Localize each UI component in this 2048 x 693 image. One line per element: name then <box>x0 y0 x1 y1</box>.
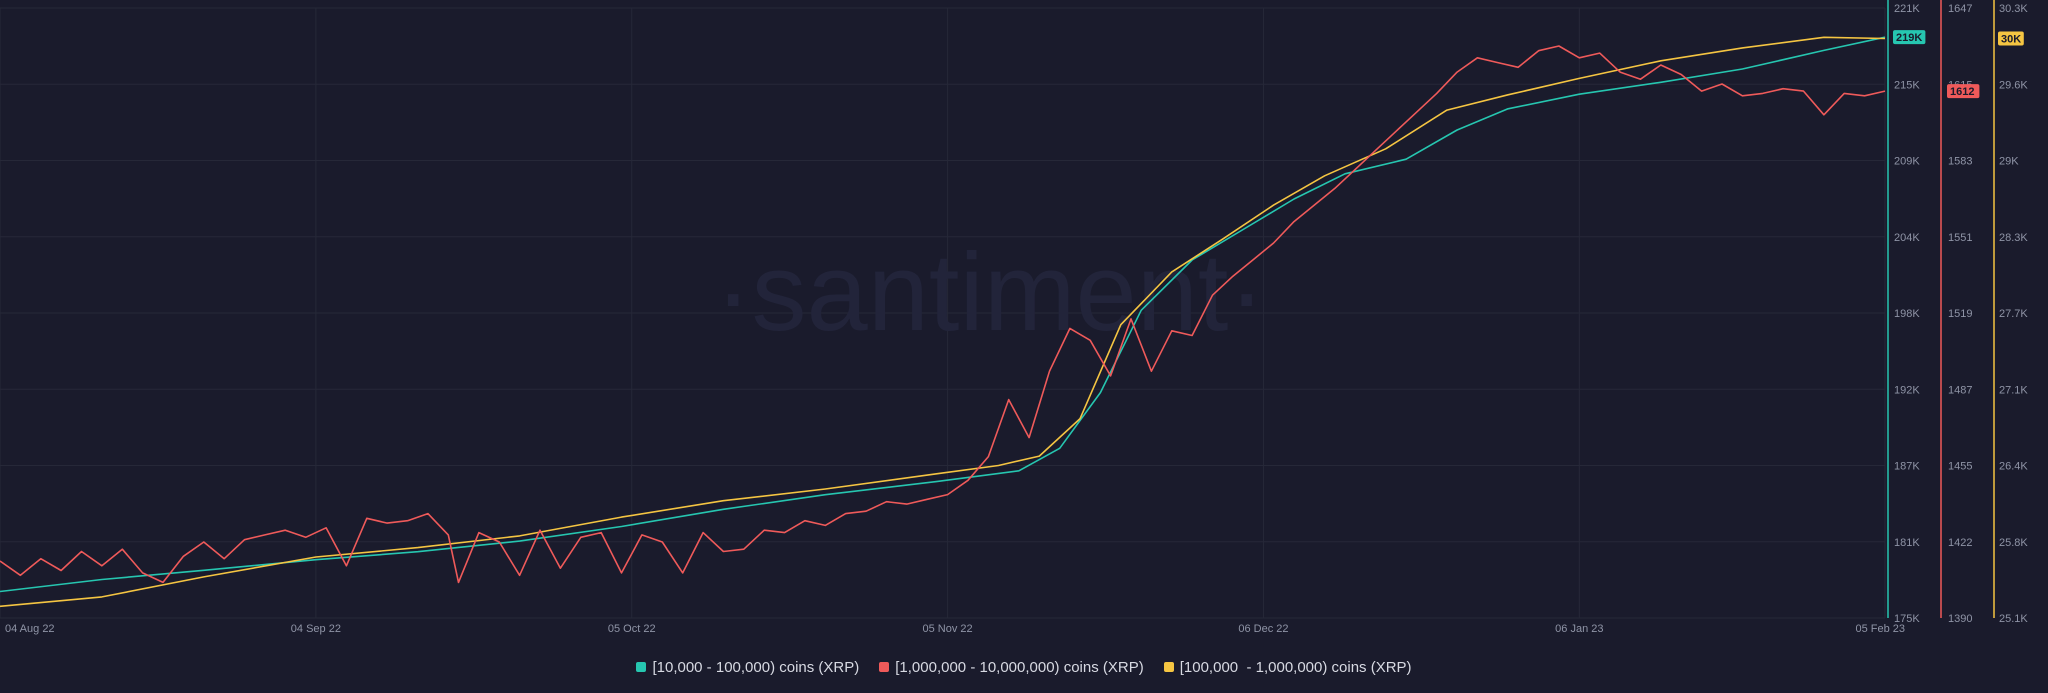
y-tick-label-teal: 209K <box>1894 156 1920 168</box>
y-tick-label-yellow: 26.4K <box>1999 461 2028 473</box>
y-tick-label-red: 1647 <box>1948 3 1972 15</box>
x-tick-label: 06 Jan 23 <box>1555 623 1603 635</box>
y-tick-label-red: 1519 <box>1948 308 1972 320</box>
current-value-label-yellow: 30K <box>2001 34 2021 46</box>
y-tick-label-yellow: 29K <box>1999 156 2019 168</box>
x-tick-label: 05 Oct 22 <box>608 623 656 635</box>
y-tick-label-teal: 192K <box>1894 384 1920 396</box>
y-tick-label-red: 1583 <box>1948 156 1972 168</box>
current-value-badge-yellow <box>1998 31 2024 46</box>
y-tick-label-teal: 221K <box>1894 3 1920 15</box>
x-tick-label: 05 Feb 23 <box>1855 623 1905 635</box>
current-value-label-teal: 219K <box>1896 32 1922 44</box>
y-tick-label-yellow: 27.7K <box>1999 308 2028 320</box>
legend-swatch-yellow <box>1163 662 1174 672</box>
y-tick-label-yellow: 25.8K <box>1999 537 2028 549</box>
x-tick-label: 04 Aug 22 <box>5 623 55 635</box>
x-tick-label: 06 Dec 22 <box>1238 623 1288 635</box>
legend: [10,000 - 100,000) coins (XRP) [1,000,00… <box>0 655 2048 679</box>
current-value-label-red: 1612 <box>1950 86 1974 98</box>
series-line-teal <box>0 36 1886 593</box>
y-tick-label-yellow: 30.3K <box>1999 3 2028 15</box>
legend-swatch-red <box>879 662 890 672</box>
legend-item-10k-100k[interactable]: [10,000 - 100,000) coins (XRP) <box>636 659 859 676</box>
y-tick-label-yellow: 28.3K <box>1999 232 2028 244</box>
series-layer <box>0 36 1886 608</box>
y-tick-label-teal: 215K <box>1894 79 1920 91</box>
x-tick-label: 04 Sep 22 <box>291 623 341 635</box>
series-line-yellow <box>0 36 1886 608</box>
y-axes: 221K 215K 209K 204K 198K 192K 187K 181K 175K 219K… <box>1887 0 2028 625</box>
y-tick-label-yellow: 25.1K <box>1999 613 2028 625</box>
y-tick-label-teal: 181K <box>1894 537 1920 549</box>
legend-item-1m-10m[interactable]: [1,000,000 - 10,000,000) coins (XRP) <box>879 658 1144 676</box>
y-tick-label-teal: 204K <box>1894 232 1920 244</box>
y-tick-label-teal: 198K <box>1894 308 1920 320</box>
y-tick-label-teal: 187K <box>1894 461 1920 473</box>
y-tick-label-red: 1390 <box>1948 613 1972 625</box>
y-tick-label-red: 1551 <box>1948 232 1972 244</box>
y-tick-label-red: 1455 <box>1948 461 1972 473</box>
legend-label: [1,000,000 - 10,000,000) coins (XRP) <box>895 658 1144 676</box>
current-value-badge-red <box>1947 84 1980 99</box>
legend-label: [10,000 - 100,000) coins (XRP) <box>652 658 860 676</box>
legend-label: [100,000 - 1,000,000) coins (XRP) <box>1179 658 1412 676</box>
legend-item-100k-1m[interactable]: [100,000 - 1,000,000) coins (XRP) <box>1163 658 1412 676</box>
grid <box>0 7 1886 619</box>
legend-swatch-teal <box>636 662 647 672</box>
x-axis: 04 Aug 22 04 Sep 22 05 Oct 22 05 Nov 22 06 D… <box>5 623 1905 635</box>
current-value-badge-teal <box>1893 30 1926 45</box>
y-tick-label-red: 1422 <box>1948 537 1972 549</box>
x-tick-label: 05 Nov 22 <box>923 623 973 635</box>
y-tick-label-yellow: 27.1K <box>1999 384 2028 396</box>
series-line-red <box>0 45 1886 584</box>
y-tick-label-yellow: 29.6K <box>1999 79 2028 91</box>
santiment-watermark: ·santiment· <box>715 231 1265 354</box>
y-tick-label-teal: 175K <box>1894 613 1920 625</box>
y-tick-label-red: 1487 <box>1948 384 1972 396</box>
